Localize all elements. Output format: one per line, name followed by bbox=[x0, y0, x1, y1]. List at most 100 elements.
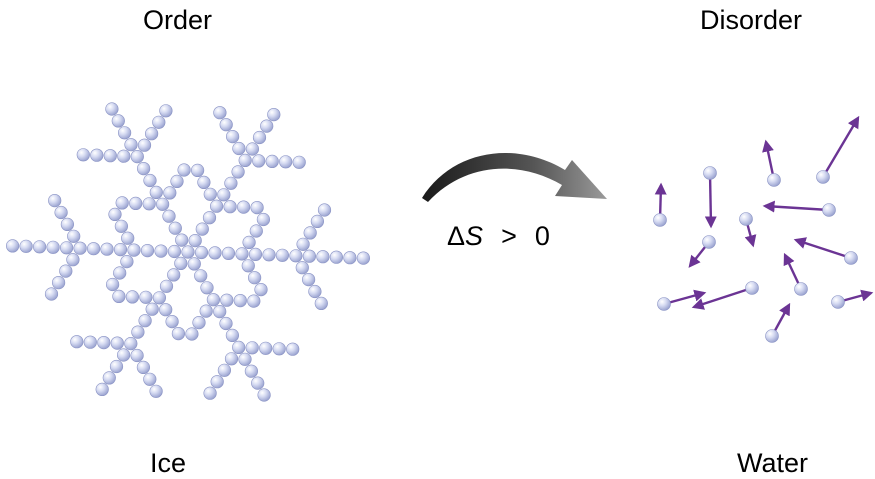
molecule-icon bbox=[254, 283, 268, 297]
molecule-icon bbox=[245, 142, 259, 156]
molecule-icon bbox=[152, 291, 166, 305]
molecule-icon bbox=[233, 294, 247, 308]
molecule-icon bbox=[117, 126, 132, 140]
molecule-icon bbox=[238, 153, 252, 167]
molecule-icon bbox=[121, 231, 135, 245]
molecule-icon bbox=[143, 372, 157, 386]
molecule-icon bbox=[302, 249, 317, 263]
entropy-symbol: S bbox=[465, 221, 484, 251]
molecule-icon bbox=[149, 384, 163, 398]
velocity-arrow-icon bbox=[762, 200, 830, 213]
molecule-icon bbox=[145, 127, 159, 141]
molecule-icon bbox=[213, 106, 227, 120]
molecule-icon bbox=[130, 348, 144, 363]
velocity-arrow-icon bbox=[821, 115, 860, 178]
molecule-icon bbox=[221, 246, 236, 260]
molecule-icon bbox=[653, 213, 667, 227]
molecule-icon bbox=[265, 154, 279, 168]
molecule-icon bbox=[262, 248, 276, 262]
molecule-icon bbox=[302, 273, 316, 287]
molecule-icon bbox=[765, 329, 779, 343]
molecule-icon bbox=[73, 241, 87, 255]
molecule-icon bbox=[86, 242, 101, 256]
molecule-icon bbox=[213, 305, 227, 319]
molecule-icon bbox=[295, 261, 309, 275]
molecule-icon bbox=[159, 104, 173, 118]
molecule-icon bbox=[174, 256, 188, 271]
molecule-icon bbox=[67, 229, 81, 243]
molecule-icon bbox=[194, 245, 209, 260]
molecule-icon bbox=[343, 251, 357, 265]
molecule-icon bbox=[129, 196, 143, 210]
molecule-icon bbox=[226, 130, 240, 144]
molecule-icon bbox=[66, 253, 80, 267]
molecule-icon bbox=[97, 336, 111, 350]
molecule-icon bbox=[76, 148, 90, 162]
molecule-icon bbox=[154, 244, 168, 258]
molecule-icon bbox=[145, 302, 159, 316]
molecule-icon bbox=[139, 290, 153, 304]
molecule-icon bbox=[152, 115, 166, 129]
molecule-icon bbox=[237, 200, 251, 214]
molecule-icon bbox=[248, 247, 263, 261]
molecule-icon bbox=[131, 325, 145, 339]
molecule-icon bbox=[256, 212, 271, 227]
molecule-icon bbox=[136, 360, 150, 375]
molecule-icon bbox=[219, 316, 233, 331]
relation-symbol: > bbox=[501, 221, 517, 251]
molecule-icon bbox=[59, 241, 74, 255]
molecule-icon bbox=[303, 226, 317, 240]
molecule-icon bbox=[248, 271, 262, 285]
molecule-icon bbox=[44, 287, 59, 301]
molecule-icon bbox=[200, 281, 214, 295]
molecule-icon bbox=[142, 197, 156, 211]
molecule-icon bbox=[192, 316, 206, 330]
molecule-icon bbox=[108, 207, 122, 221]
molecule-icon bbox=[232, 141, 246, 156]
molecule-icon bbox=[124, 337, 138, 351]
velocity-arrow-icon bbox=[704, 172, 717, 229]
molecule-icon bbox=[181, 245, 195, 259]
molecule-icon bbox=[51, 276, 66, 290]
molecule-icon bbox=[156, 197, 170, 211]
molecule-icon bbox=[127, 243, 141, 257]
molecule-icon bbox=[224, 352, 239, 366]
molecule-icon bbox=[117, 149, 131, 163]
molecule-icon bbox=[245, 341, 259, 355]
water-molecules bbox=[653, 115, 874, 343]
molecule-icon bbox=[249, 224, 263, 238]
molecule-icon bbox=[310, 214, 325, 228]
molecule-icon bbox=[175, 233, 189, 247]
molecule-icon bbox=[90, 148, 104, 162]
molecule-icon bbox=[831, 295, 845, 309]
molecule-icon bbox=[257, 388, 271, 402]
molecule-icon bbox=[241, 259, 255, 273]
molecule-icon bbox=[292, 155, 306, 169]
delta-symbol: Δ bbox=[447, 221, 466, 251]
molecule-icon bbox=[210, 375, 224, 389]
molecule-icon bbox=[143, 173, 157, 188]
disorder-label: Disorder bbox=[700, 5, 803, 35]
molecule-icon bbox=[217, 188, 231, 202]
molecule-icon bbox=[102, 371, 116, 385]
entropy-inequality: ΔS >0 bbox=[447, 223, 550, 250]
molecule-icon bbox=[170, 174, 184, 188]
molecule-icon bbox=[308, 284, 322, 299]
molecule-icon bbox=[267, 107, 281, 122]
molecule-icon bbox=[188, 234, 202, 248]
molecule-icon bbox=[159, 279, 174, 293]
molecule-icon bbox=[177, 163, 191, 177]
ice-crystal bbox=[6, 102, 371, 402]
molecule-icon bbox=[137, 162, 151, 176]
molecule-icon bbox=[70, 335, 84, 349]
molecule-icon bbox=[286, 342, 300, 356]
molecule-icon bbox=[19, 239, 33, 253]
molecule-icon bbox=[149, 185, 163, 199]
molecule-icon bbox=[219, 118, 233, 132]
molecule-icon bbox=[185, 327, 199, 341]
equation-value: 0 bbox=[534, 221, 550, 251]
velocity-arrow-icon bbox=[663, 289, 707, 306]
molecule-icon bbox=[317, 203, 332, 217]
molecule-icon bbox=[745, 281, 759, 295]
